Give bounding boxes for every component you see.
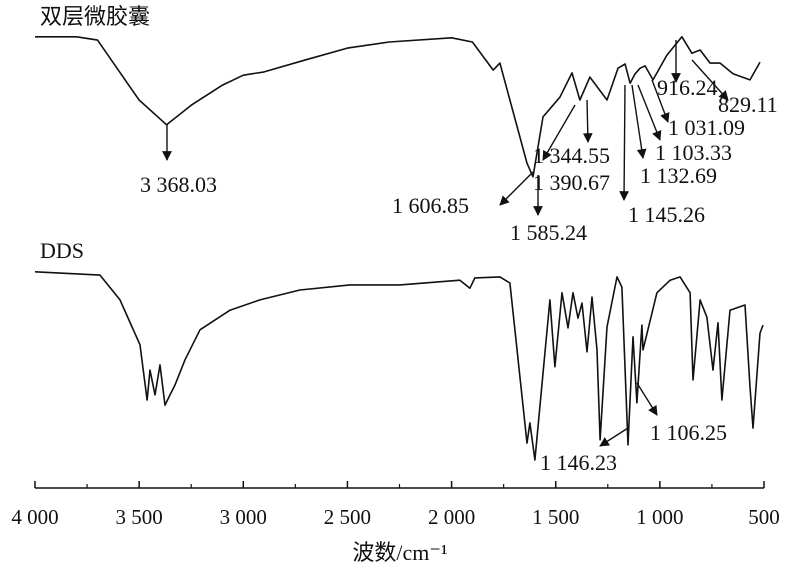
annotation-label: 1 606.85 (392, 193, 469, 218)
annotation-arrow (631, 84, 647, 159)
series-layer (34, 35, 764, 461)
x-tick-label: 2 000 (428, 505, 475, 529)
annotation-arrow (651, 79, 670, 123)
series-line-microcapsule (35, 35, 761, 178)
x-axis-title: 波数/cm⁻¹ (352, 540, 447, 565)
annotation-arrow (599, 427, 629, 447)
x-tick-label: 3 000 (220, 505, 267, 529)
annotation-arrow (619, 84, 629, 201)
annotations: 3 368.03 1 606.85 1 585.24 1 344.551 390.67… (140, 40, 778, 475)
series-line-dds (34, 271, 764, 461)
x-tick-label: 3 500 (116, 505, 163, 529)
annotation-label: 1 585.24 (510, 220, 587, 245)
annotation-label: 1 031.09 (668, 115, 745, 140)
x-tick-label: 1 000 (636, 505, 683, 529)
x-tick-label: 2 500 (324, 505, 371, 529)
x-tick-label: 1 500 (532, 505, 579, 529)
annotation-arrow (691, 59, 729, 101)
series-label-microcapsule: 双层微胶囊 (40, 4, 150, 29)
annotation-label: 1 344.55 (533, 143, 610, 168)
annotation-arrow (637, 84, 662, 141)
annotation-label: 3 368.03 (140, 172, 217, 197)
annotation-arrow (582, 99, 593, 143)
annotation-arrow (499, 171, 534, 206)
annotation-label: 1 146.23 (540, 450, 617, 475)
x-tick-label: 500 (748, 505, 780, 529)
annotation-label: 1 103.33 (655, 140, 732, 165)
annotation-label: 1 132.69 (640, 163, 717, 188)
annotation-label: 1 390.67 (533, 170, 610, 195)
annotation-label: 916.24 (657, 75, 718, 100)
annotation-arrow (636, 382, 658, 416)
annotation-label: 829.11 (718, 92, 778, 117)
x-axis: 4 000 3 500 3 000 2 500 2 000 1 500 1 000 500 (11, 481, 780, 529)
x-tick-label: 4 000 (11, 505, 58, 529)
series-label-dds: DDS (40, 238, 84, 263)
annotation-label: 1 145.26 (628, 202, 705, 227)
annotation-arrow (542, 104, 576, 161)
annotation-label: 1 106.25 (650, 420, 727, 445)
